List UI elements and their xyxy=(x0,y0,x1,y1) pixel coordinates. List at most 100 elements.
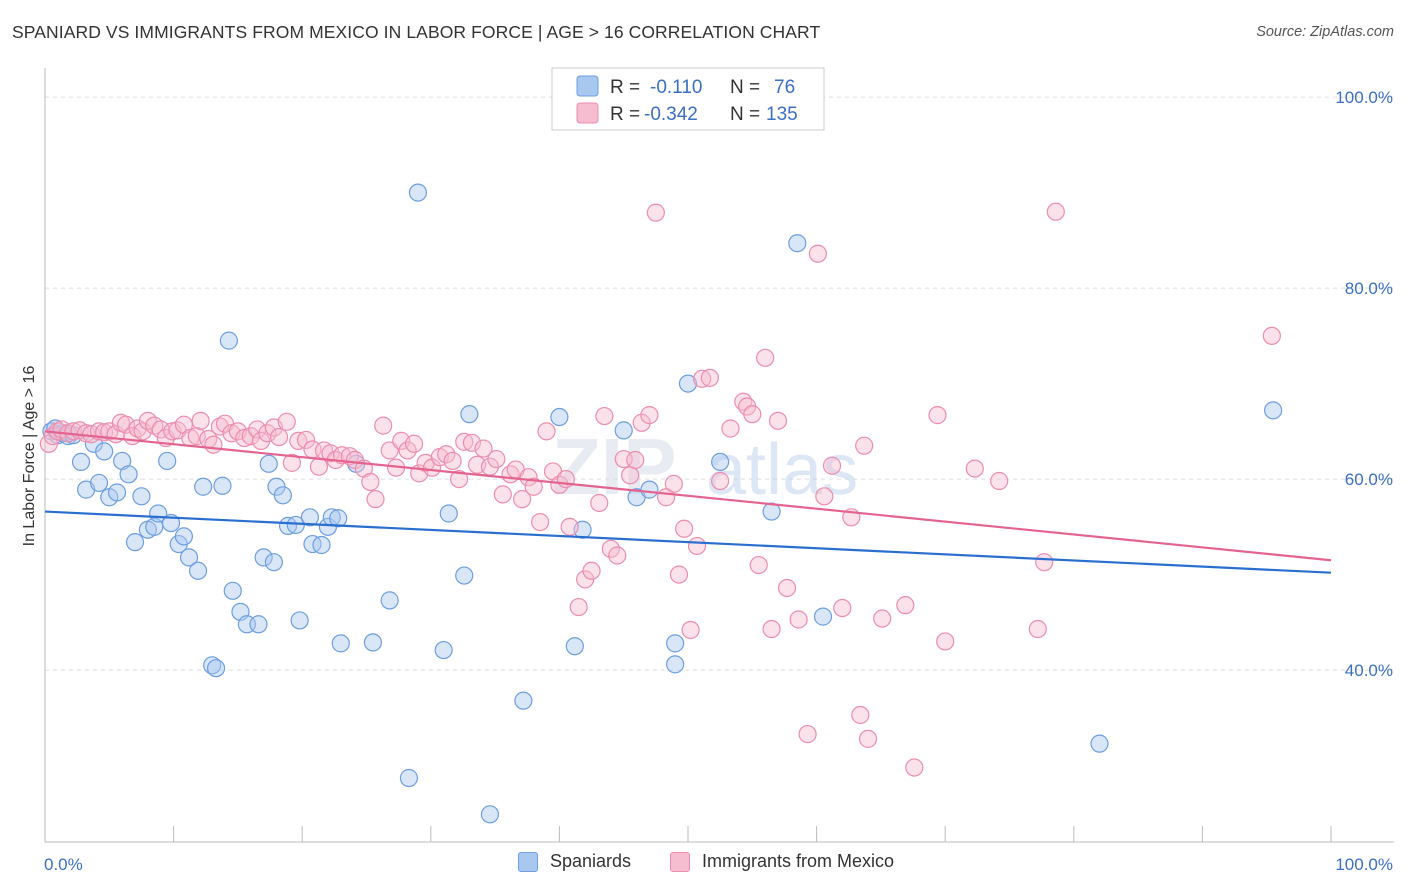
mexico-point-126 xyxy=(855,436,874,455)
mexico-point-40 xyxy=(269,427,289,447)
mexico-point-115 xyxy=(762,619,781,639)
mexico-point-101 xyxy=(664,474,683,493)
spaniards-point-66 xyxy=(640,480,659,499)
spaniards-point-42 xyxy=(290,611,309,630)
spaniards-point-74 xyxy=(1090,734,1109,753)
mexico-point-119 xyxy=(798,724,817,744)
mexico-point-130 xyxy=(905,758,924,777)
legend-blue-n-value: 76 xyxy=(774,77,795,98)
mexico-point-132 xyxy=(936,632,955,651)
spaniards-point-10 xyxy=(95,442,114,461)
mexico-point-61 xyxy=(404,434,424,453)
spaniards-point-29 xyxy=(213,476,232,495)
mexico-point-37 xyxy=(251,431,271,450)
mexico-point-82 xyxy=(537,422,556,441)
spaniards-point-43 xyxy=(300,508,320,527)
spaniards-label: Spaniards xyxy=(550,851,632,871)
mexico-point-55 xyxy=(366,490,385,509)
spaniards-point-12 xyxy=(107,483,127,502)
mexico-point-70 xyxy=(462,433,482,452)
mexico-point-95 xyxy=(621,466,640,485)
mexico-point-97 xyxy=(632,413,651,432)
spaniards-point-34 xyxy=(249,615,268,634)
mexico-point-72 xyxy=(474,439,493,458)
spaniards-point-70 xyxy=(711,452,730,472)
mexico-point-56 xyxy=(374,416,393,435)
y-tick-label-80: 80.0% xyxy=(1345,279,1393,298)
spaniards-point-55 xyxy=(434,640,453,660)
mexico-point-66 xyxy=(437,445,456,464)
mexico-label: Immigrants from Mexico xyxy=(702,851,895,871)
mexico-point-137 xyxy=(1046,202,1065,221)
mexico-point-22 xyxy=(163,422,182,441)
spaniards-point-36 xyxy=(259,454,278,473)
mexico-point-127 xyxy=(858,729,878,748)
spaniards-point-56 xyxy=(439,504,458,523)
mexico-point-14 xyxy=(116,415,136,434)
mexico-point-92 xyxy=(601,539,620,558)
mexico-point-104 xyxy=(681,620,700,640)
spaniards-point-67 xyxy=(666,634,685,653)
legend-pink-n-label: N = xyxy=(730,104,760,125)
legend-blue-r-value: -0.110 xyxy=(650,77,702,98)
mexico-point-68 xyxy=(449,470,469,489)
mexico-point-89 xyxy=(582,561,601,580)
mexico-point-135 xyxy=(1028,619,1047,639)
spaniards-point-15 xyxy=(125,533,145,552)
spaniards-point-14 xyxy=(119,465,138,484)
mexico-point-118 xyxy=(789,610,808,629)
spaniards-point-51 xyxy=(363,633,383,652)
spaniards-point-60 xyxy=(514,691,533,710)
legend-blue-swatch xyxy=(576,75,599,97)
spaniards-point-31 xyxy=(223,581,242,600)
mexico-point-136 xyxy=(1035,553,1054,572)
chart-title: SPANIARD VS IMMIGRANTS FROM MEXICO IN LA… xyxy=(12,22,821,42)
y-tick-label-60: 60.0% xyxy=(1345,470,1393,489)
mexico-point-122 xyxy=(822,456,842,475)
x-tick-labels: 0.0% 100.0% xyxy=(44,855,1393,874)
mexico-point-44 xyxy=(296,430,316,450)
spaniards-point-57 xyxy=(455,566,474,585)
spaniards-point-24 xyxy=(179,548,199,567)
spaniards-swatch xyxy=(518,851,538,872)
mexico-point-60 xyxy=(398,441,417,460)
spaniards-point-53 xyxy=(399,768,419,788)
mexico-point-54 xyxy=(361,472,380,492)
spaniards-point-54 xyxy=(408,183,428,202)
mexico-point-103 xyxy=(675,519,694,538)
mexico-point-41 xyxy=(277,412,296,431)
mexico-point-91 xyxy=(595,406,614,426)
mexico-point-102 xyxy=(669,565,689,584)
mexico-point-134 xyxy=(990,471,1009,491)
legend-pink-r-value: -0.342 xyxy=(644,104,698,125)
spaniards-point-20 xyxy=(158,451,177,471)
mexico-point-30 xyxy=(210,417,229,436)
mexico-point-86 xyxy=(560,517,579,536)
mexico-point-107 xyxy=(700,368,719,387)
legend-blue-r-label: R = xyxy=(610,77,640,98)
legend-blue-n-label: N = xyxy=(730,77,760,98)
legend-pink-r-label: R = xyxy=(610,104,640,125)
mexico-point-117 xyxy=(777,578,797,598)
mexico-point-112 xyxy=(743,405,762,424)
spaniards-point-75 xyxy=(1264,401,1283,420)
spaniards-point-49 xyxy=(331,634,350,653)
mexico-point-46 xyxy=(309,457,329,476)
spaniards-point-9 xyxy=(89,473,109,493)
spaniards-point-30 xyxy=(219,331,238,350)
spaniards-point-52 xyxy=(380,591,399,610)
correlation-legend: R = -0.110 N = 76 R = -0.342 N = 135 xyxy=(551,67,825,131)
mexico-swatch xyxy=(670,851,690,872)
spaniards-point-58 xyxy=(460,405,479,424)
spaniards-point-16 xyxy=(132,487,151,506)
legend-item-spaniards: Spaniards xyxy=(518,851,631,872)
mexico-point-74 xyxy=(487,449,506,469)
mexico-point-138 xyxy=(1262,326,1281,345)
mexico-point-43 xyxy=(289,431,308,450)
spaniards-point-72 xyxy=(788,234,807,253)
spaniards-point-73 xyxy=(813,607,833,626)
spaniards-trend-line xyxy=(44,510,1332,574)
y-tick-label-100: 100.0% xyxy=(1335,88,1393,107)
mexico-trend-line xyxy=(44,430,1332,562)
mexico-point-78 xyxy=(513,490,532,509)
